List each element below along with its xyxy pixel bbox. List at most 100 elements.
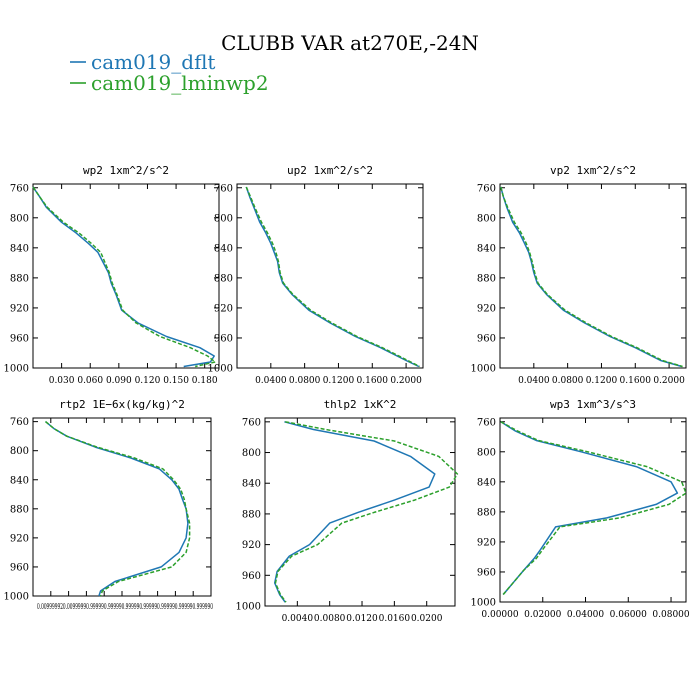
x-tick-label: 0.0400 [255,376,287,386]
x-tick-label: 0.1200 [586,376,618,386]
y-tick-label: 760 [477,183,496,194]
y-tick-label: 880 [10,504,29,515]
y-tick-label: 920 [10,303,29,314]
y-tick-label: 1000 [208,364,233,375]
series-line-lminwp2 [45,421,191,597]
series-line-lminwp2 [32,186,216,368]
plot-frame [236,183,424,369]
y-tick-label: 880 [477,507,496,518]
x-tick-label: 0.0800 [289,376,321,386]
x-tick-label: 0.0080 [314,614,346,624]
series-line-lminwp2 [274,421,459,603]
y-tick-label: 840 [477,477,496,488]
x-tick-label: 0.2000 [390,376,422,386]
series-line-dflt [32,186,215,368]
series-line-dflt [500,421,679,595]
y-tick-label: 880 [242,509,261,520]
plot-frame [499,183,687,369]
y-tick-label: 960 [10,562,29,573]
plot-frame [32,183,220,369]
y-tick-label: 880 [214,273,233,284]
y-tick-label: 840 [242,479,261,490]
y-tick-label: 960 [242,571,261,582]
subplot-4: rtp2 1E−6x(kg/kg)^2 760 800 840 880 920 960 100… [4,398,213,611]
y-tick-label: 840 [477,243,496,254]
x-tick-label: 0.1200 [323,376,355,386]
series-line-dflt [500,186,683,368]
y-tick-label: 800 [10,446,29,457]
x-tick-label: 0.090 [106,376,132,386]
subplot-title: vp2 1xm^2/s^2 [550,164,636,177]
series-line-dflt [245,186,420,368]
y-tick-label: 960 [477,333,496,344]
panels: wp2 1xm^2/s^2 760 800 840 880 920 960 1000 0.030… [4,164,690,624]
x-tick-label: 0.0040 [282,614,314,624]
series-line-dflt [45,421,189,597]
subplot-title: wp2 1xm^2/s^2 [83,164,169,177]
x-tick-label: 0.0400 [518,376,550,386]
subplot-title: thlp2 1xK^2 [324,398,397,411]
y-tick-label: 1000 [471,598,496,609]
y-tick-label: 840 [10,243,29,254]
legend-label-lminwp2: cam019_lminwp2 [91,71,269,95]
y-tick-label: 960 [214,333,233,344]
y-tick-label: 1000 [236,602,261,613]
x-tick-label: 0.2000 [653,376,685,386]
y-tick-label: 800 [242,448,261,459]
plot-frame [499,417,687,603]
y-tick-label: 880 [10,273,29,284]
x-tick-label: 0.06000 [610,610,647,620]
y-tick-label: 800 [214,213,233,224]
x-tick-label: 0.02000 [524,610,561,620]
y-tick-label: 760 [10,183,29,194]
subplot-2: up2 1xm^2/s^2 760 800 840 880 920 960 1000 0.040… [208,164,424,386]
x-tick-label: 0.0200 [411,614,443,624]
y-tick-label: 920 [242,540,261,551]
x-tick-label: 0.150 [163,376,189,386]
y-tick-label: 920 [214,303,233,314]
plot-frame [264,417,456,607]
x-tick-label: 0.120 [135,376,161,386]
y-tick-label: 760 [477,417,496,428]
y-tick-label: 840 [214,243,233,254]
subplot-title: wp3 1xm^3/s^3 [550,398,636,411]
x-tick-label: 0.1600 [357,376,389,386]
y-tick-label: 760 [10,417,29,428]
x-tick-label: 0.060 [77,376,103,386]
y-tick-label: 1000 [4,592,29,603]
y-tick-label: 1000 [4,364,29,375]
y-tick-label: 840 [10,475,29,486]
x-tick-label: 0.1600 [620,376,652,386]
y-tick-label: 880 [477,273,496,284]
y-tick-label: 960 [477,567,496,578]
y-tick-label: 800 [10,213,29,224]
series-line-lminwp2 [245,186,420,368]
plot-frame [32,417,212,597]
y-tick-label: 960 [10,333,29,344]
x-tick-label: 0.030 [49,376,75,386]
series-line-lminwp2 [500,421,687,595]
x-tick-label: 0.009999920.00999990.999990.999990.99999… [37,602,213,611]
y-tick-label: 760 [242,417,261,428]
series-line-dflt [273,421,436,603]
y-tick-label: 760 [214,183,233,194]
subplot-6: wp3 1xm^3/s^3 760 800 840 880 920 960 10000.000… [471,398,690,620]
y-tick-label: 920 [10,533,29,544]
y-tick-label: 800 [477,447,496,458]
subplot-title: up2 1xm^2/s^2 [287,164,373,177]
x-tick-label: 0.00000 [481,610,518,620]
y-tick-label: 800 [477,213,496,224]
subplot-1: wp2 1xm^2/s^2 760 800 840 880 920 960 1000 0.030… [4,164,220,386]
series-line-lminwp2 [500,186,683,368]
x-tick-label: 0.0120 [346,614,378,624]
x-tick-label: 0.180 [192,376,218,386]
legend-label-dflt: cam019_dflt [91,50,215,74]
subplot-title: rtp2 1E−6x(kg/kg)^2 [59,398,185,411]
y-tick-label: 1000 [471,364,496,375]
x-tick-label: 0.0160 [379,614,411,624]
subplot-3: vp2 1xm^2/s^2 760 800 840 880 920 960 1000 0.040… [471,164,687,386]
x-tick-label: 0.0800 [552,376,584,386]
x-tick-label: 0.08000 [652,610,689,620]
